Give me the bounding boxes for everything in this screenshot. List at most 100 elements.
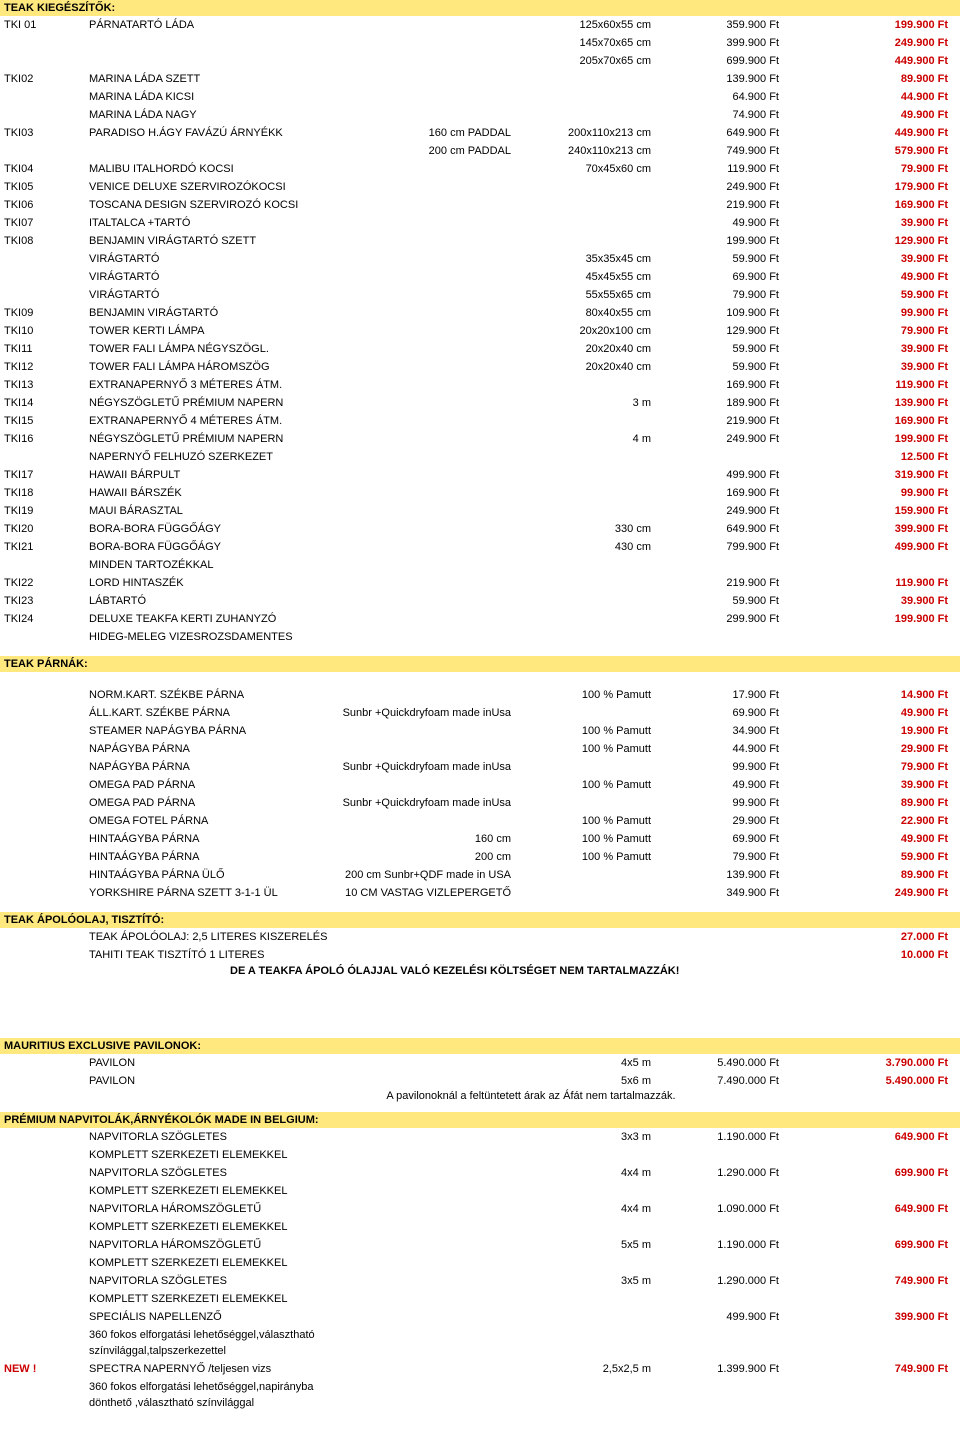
sale-price: 39.900 Ft	[779, 215, 956, 231]
product-name: OMEGA PAD PÁRNA	[89, 777, 339, 793]
price-row: KOMPLETT SZERKEZETI ELEMEKKEL	[0, 1290, 960, 1308]
price-row: 360 fokos elforgatási lehetőséggel,válas…	[0, 1326, 960, 1360]
product-spec: 200 cm	[339, 849, 519, 865]
price-row: PAVILON5x6 m7.490.000 Ft5.490.000 Ft	[0, 1072, 960, 1090]
section-header: PRÉMIUM NAPVITOLÁK,ÁRNYÉKOLÓK MADE IN BE…	[0, 1112, 960, 1128]
product-name: STEAMER NAPÁGYBA PÁRNA	[89, 723, 339, 739]
product-name: VENICE DELUXE SZERVIROZÓKOCSI	[89, 179, 339, 195]
product-name: NAPÁGYBA PÁRNA	[89, 741, 339, 757]
product-name: VIRÁGTARTÓ	[89, 287, 339, 303]
sale-price: 699.900 Ft	[779, 1165, 956, 1181]
product-code: TKI16	[4, 431, 89, 447]
product-spec	[339, 575, 519, 591]
product-code	[4, 1309, 89, 1325]
price-row: TKI05VENICE DELUXE SZERVIROZÓKOCSI249.90…	[0, 178, 960, 196]
list-price	[659, 1219, 779, 1235]
product-spec	[339, 611, 519, 627]
list-price: 399.900 Ft	[659, 35, 779, 51]
product-dimension: 55x55x65 cm	[519, 287, 659, 303]
sale-price: 39.900 Ft	[779, 777, 956, 793]
product-name: 360 fokos elforgatási lehetőséggel,napir…	[89, 1379, 339, 1411]
product-spec	[339, 359, 519, 375]
product-spec	[339, 215, 519, 231]
product-code	[4, 35, 89, 51]
product-code	[4, 777, 89, 793]
list-price: 139.900 Ft	[659, 71, 779, 87]
price-row: TKI13EXTRANAPERNYŐ 3 MÉTERES ÁTM.169.900…	[0, 376, 960, 394]
product-dimension	[519, 1309, 659, 1325]
product-code	[4, 885, 89, 901]
product-spec	[339, 1309, 519, 1325]
sale-price	[779, 1291, 956, 1307]
product-name: KOMPLETT SZERKEZETI ELEMEKKEL	[89, 1147, 339, 1163]
product-dimension: 4x4 m	[519, 1201, 659, 1217]
product-dimension: 35x35x45 cm	[519, 251, 659, 267]
product-code: TKI22	[4, 575, 89, 591]
product-spec: 200 cm Sunbr+QDF made in USA	[339, 867, 519, 883]
product-spec	[339, 1291, 519, 1307]
price-row: TKI22LORD HINTASZÉK219.900 Ft119.900 Ft	[0, 574, 960, 592]
product-spec	[339, 557, 519, 573]
product-code: TKI24	[4, 611, 89, 627]
sale-price: 49.900 Ft	[779, 269, 956, 285]
product-name: LÁBTARTÓ	[89, 593, 339, 609]
product-dimension	[519, 867, 659, 883]
product-code: TKI12	[4, 359, 89, 375]
list-price: 17.900 Ft	[659, 687, 779, 703]
product-code	[4, 813, 89, 829]
list-price: 499.900 Ft	[659, 467, 779, 483]
price-row: TKI12TOWER FALI LÁMPA HÁROMSZÖG20x20x40 …	[0, 358, 960, 376]
product-name: LORD HINTASZÉK	[89, 575, 339, 591]
product-spec	[339, 1361, 519, 1377]
product-dimension	[519, 89, 659, 105]
list-price: 5.490.000 Ft	[659, 1055, 779, 1071]
product-spec	[339, 485, 519, 501]
list-price: 349.900 Ft	[659, 885, 779, 901]
sale-price: 99.900 Ft	[779, 485, 956, 501]
product-code: TKI11	[4, 341, 89, 357]
product-spec	[339, 629, 519, 645]
section-note: A pavilonoknál a feltüntetett árak az Áf…	[0, 1090, 960, 1102]
product-spec	[339, 1219, 519, 1235]
list-price: 69.900 Ft	[659, 269, 779, 285]
product-spec	[339, 323, 519, 339]
product-name: VIRÁGTARTÓ	[89, 251, 339, 267]
sale-price: 169.900 Ft	[779, 197, 956, 213]
product-name: NÉGYSZÖGLETŰ PRÉMIUM NAPERN	[89, 395, 339, 411]
sale-price: 79.900 Ft	[779, 161, 956, 177]
list-price: 749.900 Ft	[659, 143, 779, 159]
product-name: NORM.KART. SZÉKBE PÁRNA	[89, 687, 339, 703]
sale-price	[779, 1219, 956, 1235]
product-name: PÁRNATARTÓ LÁDA	[89, 17, 339, 33]
product-name: MARINA LÁDA SZETT	[89, 71, 339, 87]
list-price: 189.900 Ft	[659, 395, 779, 411]
product-spec	[339, 947, 519, 963]
list-price	[659, 557, 779, 573]
price-row: TKI02MARINA LÁDA SZETT139.900 Ft89.900 F…	[0, 70, 960, 88]
product-dimension: 4x5 m	[519, 1055, 659, 1071]
list-price: 299.900 Ft	[659, 611, 779, 627]
product-spec	[339, 1327, 519, 1359]
list-price	[659, 1379, 779, 1411]
product-dimension	[519, 503, 659, 519]
price-row: KOMPLETT SZERKEZETI ELEMEKKEL	[0, 1218, 960, 1236]
section-note: DE A TEAKFA ÁPOLÓ ÓLAJJAL VALÓ KEZELÉSI …	[0, 964, 960, 978]
sale-price: 159.900 Ft	[779, 503, 956, 519]
sale-price: 29.900 Ft	[779, 741, 956, 757]
product-code: TKI09	[4, 305, 89, 321]
list-price	[659, 1327, 779, 1359]
product-spec	[339, 1273, 519, 1289]
product-code	[4, 1073, 89, 1089]
product-code	[4, 1183, 89, 1199]
product-code	[4, 629, 89, 645]
product-name: PAVILON	[89, 1055, 339, 1071]
product-spec	[339, 1255, 519, 1271]
section-header: TEAK KIEGÉSZÍTŐK:	[0, 0, 960, 16]
sale-price	[779, 557, 956, 573]
product-name: PAVILON	[89, 1073, 339, 1089]
product-name: TEAK ÁPOLÓOLAJ: 2,5 LITERES KISZERELÉS	[89, 929, 339, 945]
price-row: NAPERNYŐ FELHUZÓ SZERKEZET12.500 Ft	[0, 448, 960, 466]
product-code: TKI04	[4, 161, 89, 177]
product-dimension	[519, 71, 659, 87]
product-dimension	[519, 107, 659, 123]
